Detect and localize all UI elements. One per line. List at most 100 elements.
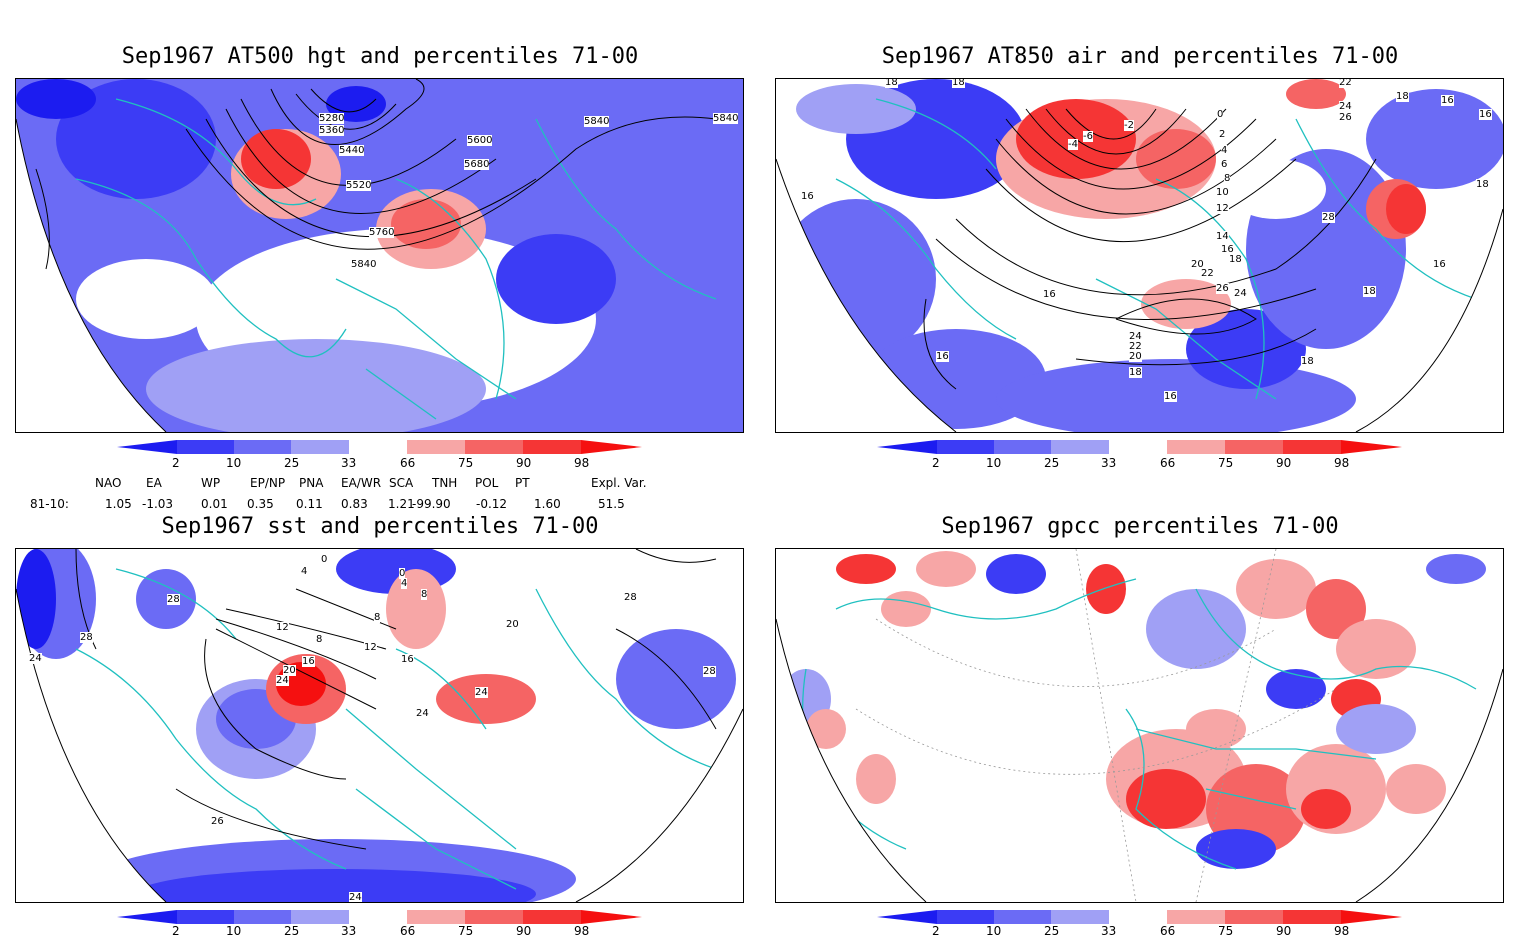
colorbar-hgt500 <box>117 440 647 472</box>
tick-label: 98 <box>1334 924 1350 938</box>
panel-title-gpcc: Sep1967 gpcc percentiles 71-00 <box>941 514 1339 539</box>
tick-label: 25 <box>284 456 300 470</box>
contour-label: 18 <box>1363 286 1376 297</box>
contour-label: 8 <box>1224 173 1231 184</box>
teleconnection-table: NAO EA WP EP/NP PNA EA/WR SCA TNH POL PT… <box>0 474 760 514</box>
contour-label: 5600 <box>467 135 493 146</box>
tick-label: 2 <box>172 456 180 470</box>
contour-label: 0 <box>399 568 406 579</box>
colorbar-ticks: 2 10 25 33 66 75 90 98 <box>0 924 760 940</box>
tick-label: 66 <box>1160 924 1176 938</box>
panel-title-hgt500: Sep1967 AT500 hgt and percentiles 71-00 <box>121 44 639 69</box>
tick-label: 90 <box>516 456 532 470</box>
tick-label: 33 <box>341 924 357 938</box>
contour-label: 16 <box>1164 391 1177 402</box>
index-header: EA/WR <box>341 476 382 490</box>
colorbar-sst <box>117 910 647 930</box>
map-air850-svg <box>776 79 1503 432</box>
map-sst: 28 24 28 4 0 0 4 8 12 8 8 12 16 20 24 16… <box>15 548 744 903</box>
contour-label: 24 <box>475 687 488 698</box>
contour-label: 26 <box>1339 112 1352 123</box>
colorbar-svg <box>117 440 642 454</box>
anomaly-light <box>146 339 486 432</box>
index-value: 1.05 <box>105 497 132 511</box>
index-value: 1.21 <box>388 497 415 511</box>
tick-label: 75 <box>1218 924 1234 938</box>
anomaly-strong-neg <box>496 234 616 324</box>
contour-label: 18 <box>1129 367 1142 378</box>
coastline <box>115 98 317 206</box>
anomaly-strong-neg <box>136 869 536 902</box>
contour-label: 16 <box>801 191 814 202</box>
anomaly-neutral <box>76 259 216 339</box>
projection-edge <box>16 588 743 902</box>
contour-label: 20 <box>1129 351 1142 362</box>
contour-label: 16 <box>1479 109 1492 120</box>
index-value: -1.03 <box>142 497 174 511</box>
contour-label: 24 <box>1234 288 1247 299</box>
coastline <box>75 568 717 890</box>
tick-label: 10 <box>226 924 242 938</box>
colorbar-gpcc <box>877 910 1407 930</box>
contour-label: 28 <box>1322 212 1335 223</box>
contour-label: 26 <box>1216 283 1229 294</box>
tick-label: 33 <box>1101 924 1117 938</box>
tick-label: 98 <box>574 456 590 470</box>
tick-label: 75 <box>458 924 474 938</box>
tick-label: 33 <box>1101 456 1117 470</box>
contour-label: 26 <box>211 816 224 827</box>
index-value: 0.01 <box>201 497 228 511</box>
contour-label: 8 <box>421 589 428 600</box>
tick-label: 2 <box>172 924 180 938</box>
anomaly-strong-neg <box>56 79 216 199</box>
contour-label: 0 <box>321 554 328 565</box>
contour-label: 16 <box>401 654 414 665</box>
height-contours <box>35 79 717 270</box>
map-air850: 18 18 16 -6 -4 -2 0 2 4 6 8 10 12 14 16 … <box>775 78 1504 433</box>
colorbar-ticks: 2 10 25 33 66 75 90 98 <box>0 456 760 472</box>
contour-label: 12 <box>276 622 289 633</box>
contour-label: 22 <box>1339 78 1352 88</box>
contour-label: 10 <box>1216 187 1229 198</box>
contour-label: 16 <box>302 656 315 667</box>
contour-label: 5760 <box>369 227 395 238</box>
colorbar-svg <box>117 910 642 924</box>
anomaly-light <box>796 84 916 134</box>
graticule <box>855 549 1337 902</box>
tick-label: 2 <box>932 924 940 938</box>
index-value: 1.60 <box>534 497 561 511</box>
index-value: -99.90 <box>412 497 451 511</box>
tick-label: 90 <box>1276 924 1292 938</box>
index-header: NAO <box>95 476 122 490</box>
tick-label: 75 <box>1218 456 1234 470</box>
tick-label: 75 <box>458 456 474 470</box>
index-header: PNA <box>299 476 324 490</box>
index-value: -0.12 <box>476 497 508 511</box>
contour-label: 18 <box>1301 356 1314 367</box>
index-header: TNH <box>432 476 458 490</box>
contour-label: 28 <box>624 592 637 603</box>
map-sst-svg <box>16 549 743 902</box>
contour-label: 12 <box>1216 203 1229 214</box>
contour-label: 24 <box>1339 101 1352 112</box>
projection-edge <box>16 118 167 432</box>
contour-label: 28 <box>80 632 93 643</box>
contour-label: 24 <box>276 675 289 686</box>
coastline <box>335 278 517 420</box>
tick-label: 98 <box>1334 456 1350 470</box>
colorbar-ticks: 2 10 25 33 66 75 90 98 <box>760 924 1520 940</box>
contour-label: 16 <box>1441 95 1454 106</box>
contour-label: 16 <box>1221 244 1234 255</box>
contour-label: 18 <box>1396 91 1409 102</box>
contour-label: 16 <box>1433 259 1446 270</box>
tick-label: 66 <box>400 924 416 938</box>
contour-label: 22 <box>1129 341 1142 352</box>
tick-label: 66 <box>400 456 416 470</box>
colorbar-ticks: 2 10 25 33 66 75 90 98 <box>760 456 1520 472</box>
anomaly-neutral <box>1226 159 1326 219</box>
tick-label: 10 <box>986 924 1002 938</box>
anomaly-strong-neg <box>1186 309 1306 389</box>
index-header: Expl. Var. <box>591 476 647 490</box>
coastline <box>75 178 347 358</box>
panel-title-sst: Sep1967 sst and percentiles 71-00 <box>161 514 599 539</box>
